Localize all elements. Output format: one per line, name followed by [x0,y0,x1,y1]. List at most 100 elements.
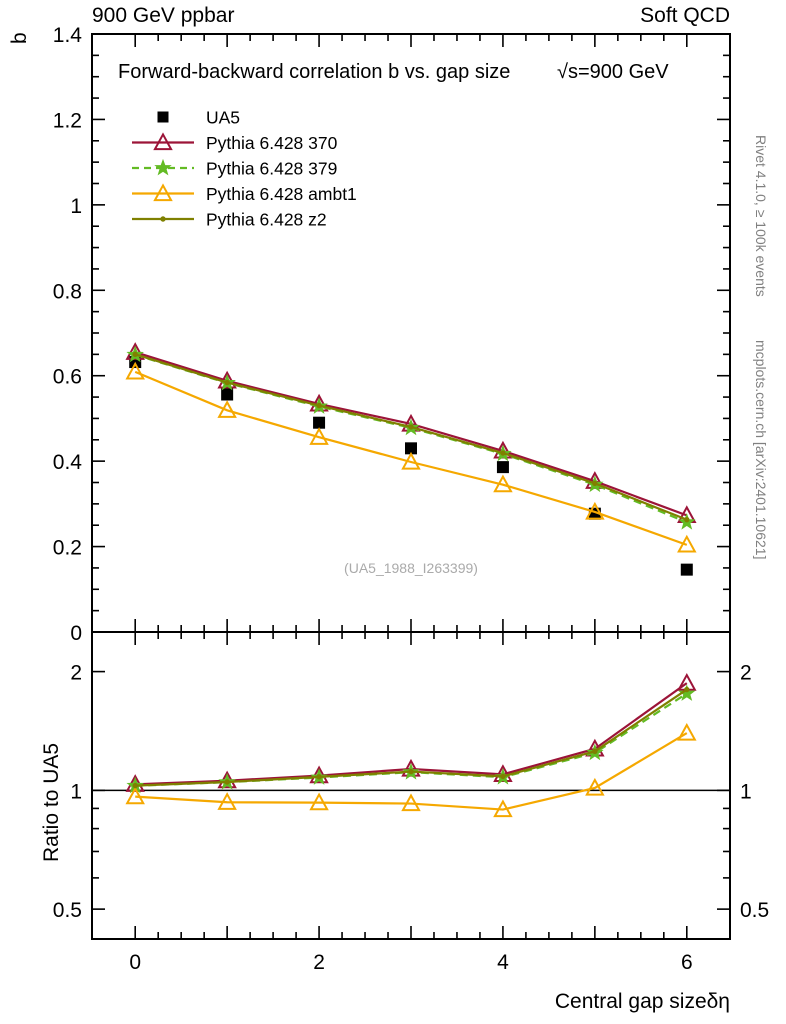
data-marker-dot [132,782,138,789]
main-y-tick-labels: 1.4 1.2 1 0.8 0.6 0.4 0.2 0 [53,24,83,645]
data-marker-square [496,461,509,474]
data-marker-star [154,158,172,176]
data-marker-dot [592,748,598,755]
main-y-tick-label: 0.6 [53,366,82,389]
data-marker-star [678,684,696,701]
main-y-tick-label: 1.4 [53,24,83,47]
data-marker-dot [408,768,414,775]
data-marker-triangle [125,342,145,360]
series-line [134,351,688,517]
plot-title: Forward-backward correlation b vs. gap s… [118,61,510,83]
plot-title-energy-label: √s=900 GeV [557,61,669,83]
data-marker-triangle [585,777,605,796]
main-plot-panel: 1.4 1.2 1 0.8 0.6 0.4 0.2 0 b Forward-backward … [8,24,731,645]
data-marker-square [157,111,169,123]
legend-item[interactable]: UA5 [157,108,241,128]
data-marker-triangle [401,451,421,470]
data-marker-dot [132,351,138,358]
header-right-label: Soft QCD [640,4,730,27]
ratio-y-axis-title: Ratio to UA5 [40,743,63,862]
data-marker-triangle [401,793,421,812]
rivet-version-label: Rivet 4.1.0, ≥ 100k events [753,135,769,297]
ratio-y-tick-label-right: 2 [740,662,752,685]
header-left-label: 900 GeV ppbar [92,4,234,27]
series-line [135,732,688,811]
main-series-group [125,342,697,576]
ratio-y-tick-label: 2 [70,662,82,685]
legend-item-label: Pythia 6.428 379 [206,159,337,179]
ratio-y-tick-labels-right: 210.5 [740,662,769,923]
main-y-tick-label: 0.2 [53,537,82,560]
series-pythia-6-428-379 [126,345,696,530]
data-marker-square [588,507,601,520]
ratio-plot-frame [91,631,731,940]
legend-item[interactable]: Pythia 6.428 ambt1 [132,183,357,204]
x-tick-label: 6 [681,951,693,974]
data-marker-dot [500,773,506,780]
ratio-y-tick-label: 0.5 [53,899,82,922]
series-pythia-6-428-ambt1 [125,361,697,553]
legend-item[interactable]: Pythia 6.428 370 [132,132,338,153]
ratio-y-tick-label-right: 1 [740,780,752,803]
main-y-tick-label: 0.4 [53,451,83,474]
main-y-tick-label: 1 [70,195,82,218]
data-marker-triangle [677,722,697,741]
main-y-tick-label: 1.2 [53,109,82,132]
data-marker-triangle [493,764,513,782]
main-y-tick-label: 0 [70,622,82,645]
x-tick-label: 2 [313,951,325,974]
legend-item-label: Pythia 6.428 370 [206,133,338,153]
legend-item-label: Pythia 6.428 z2 [206,210,327,230]
main-y-axis-title: b [8,32,31,44]
data-marker-square [221,388,234,401]
series-ua5 [129,356,693,576]
data-marker-dot [500,450,506,456]
x-tick-label: 4 [497,951,509,974]
data-marker-square [405,442,417,455]
data-marker-triangle [585,501,605,520]
x-tick-label: 0 [129,951,141,974]
data-marker-triangle [217,400,237,418]
data-marker-triangle [217,792,237,810]
data-marker-dot [684,516,690,523]
data-marker-triangle [309,393,329,412]
data-marker-triangle [493,474,513,493]
data-marker-triangle [153,183,173,202]
data-marker-dot [224,379,230,386]
ratio-y-tick-label-right: 0.5 [740,899,769,922]
main-plot-frame [91,33,731,633]
ratio-y-tick-labels: 210.5 [53,662,82,923]
data-marker-triangle [125,361,145,380]
series-pythia-6-428-z2 [132,351,690,523]
series-line [134,353,688,521]
series-pythia-6-428-370 [125,342,697,523]
ratio-y-tick-label: 1 [70,780,82,803]
legend-item[interactable]: Pythia 6.428 z2 [132,210,327,230]
data-marker-triangle [677,534,697,553]
x-axis-title: Central gap sizeδη [555,990,730,1013]
data-marker-triangle [125,786,145,805]
data-marker-triangle [309,427,329,445]
data-marker-square [313,416,326,429]
main-axis-ticks [92,33,730,633]
data-marker-triangle [153,132,173,151]
main-y-tick-label: 0.8 [53,280,82,303]
legend-item[interactable]: Pythia 6.428 379 [132,159,337,179]
data-marker-dot [684,686,690,693]
plot-title-energy: √s=900 GeV [557,61,669,83]
mcplots-reference-label: mcplots.cern.ch [arXiv:2401.10621] [753,340,769,559]
data-marker-dot [592,480,598,487]
data-marker-dot [316,402,322,409]
series-line [134,370,688,546]
data-marker-dot [316,774,322,780]
series-pythia-6-428-ambt1 [125,722,697,818]
ratio-series-group [125,672,697,818]
ratio-axis-ticks [92,632,730,939]
legend-item-label: UA5 [206,108,240,128]
x-tick-labels: 0 2 4 6 [129,951,692,974]
data-marker-dot [160,216,166,222]
data-marker-dot [224,779,230,785]
